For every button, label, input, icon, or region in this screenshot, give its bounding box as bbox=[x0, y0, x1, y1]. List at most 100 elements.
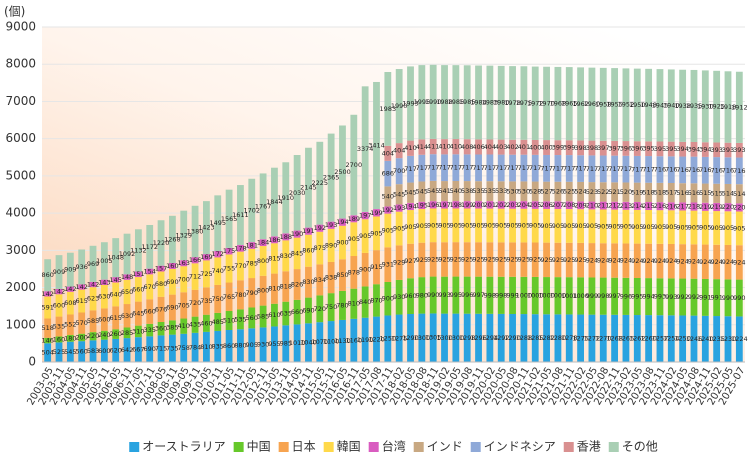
value-label: 519 bbox=[631, 188, 643, 196]
bar-segment bbox=[486, 201, 494, 209]
bar-segment bbox=[679, 278, 687, 316]
bar-segment bbox=[520, 208, 528, 243]
bar-segment bbox=[339, 125, 346, 219]
value-label: 630 bbox=[98, 293, 110, 301]
bar-segment bbox=[78, 312, 86, 334]
bar-segment bbox=[316, 224, 324, 232]
value-label: 716 bbox=[710, 166, 722, 174]
bar-segment bbox=[123, 327, 131, 339]
value-label: 905 bbox=[540, 222, 552, 230]
value-label: 905 bbox=[642, 223, 654, 231]
bar-segment bbox=[509, 66, 516, 140]
y-tick-label: 3000 bbox=[5, 243, 36, 257]
value-label: 717 bbox=[642, 165, 654, 173]
bar-segment bbox=[89, 245, 97, 282]
bar-segment bbox=[667, 210, 675, 244]
bar-segment bbox=[486, 208, 494, 243]
bar-segment bbox=[622, 209, 630, 244]
value-label: 1272 bbox=[584, 334, 601, 342]
value-label: 900 bbox=[336, 239, 348, 247]
value-label: 660 bbox=[144, 308, 156, 316]
value-label: 142 bbox=[64, 285, 76, 293]
bar-segment bbox=[520, 154, 528, 182]
value-label: 878 bbox=[348, 268, 360, 276]
bar-segment bbox=[656, 243, 664, 279]
value-label: 845 bbox=[291, 249, 303, 257]
bar-segment bbox=[486, 139, 494, 155]
bar-segment bbox=[611, 182, 619, 202]
value-label: 717 bbox=[552, 164, 564, 172]
bar-segment bbox=[112, 238, 120, 278]
bar-segment bbox=[690, 315, 698, 362]
value-label: 212 bbox=[608, 202, 620, 210]
value-label: 915 bbox=[370, 263, 382, 271]
bar-segment bbox=[271, 167, 278, 237]
value-label: 620 bbox=[109, 346, 121, 354]
bar-segment bbox=[475, 242, 482, 277]
bar-segment bbox=[237, 329, 244, 362]
bar-segment bbox=[543, 201, 550, 209]
value-label: 985 bbox=[280, 340, 292, 348]
value-label: 360 bbox=[155, 325, 167, 333]
value-label: 717 bbox=[472, 164, 484, 172]
value-label: 146 bbox=[41, 337, 53, 345]
bar-segment bbox=[66, 291, 74, 315]
bar-segment bbox=[463, 276, 471, 314]
bar-segment bbox=[463, 313, 471, 362]
value-label: 191 bbox=[302, 227, 314, 235]
bar-segment bbox=[373, 81, 380, 210]
bar-segment bbox=[622, 243, 630, 278]
bar-segment bbox=[89, 340, 97, 362]
bar-segment bbox=[588, 314, 596, 362]
bar-segment bbox=[554, 277, 562, 315]
bar-segment bbox=[429, 201, 437, 209]
value-label: 1380 bbox=[187, 227, 204, 235]
y-axis-label: (個) bbox=[4, 5, 25, 19]
value-label: 790 bbox=[246, 289, 258, 297]
value-label: 717 bbox=[574, 165, 586, 173]
value-label: 716 bbox=[733, 167, 745, 175]
bar-segment bbox=[384, 72, 392, 146]
y-tick-label: 2000 bbox=[5, 280, 36, 294]
value-label: 838 bbox=[325, 274, 337, 282]
bar-segment bbox=[463, 139, 471, 155]
bar-segment bbox=[667, 156, 675, 183]
bar-segment bbox=[656, 278, 664, 316]
bar-segment bbox=[66, 252, 74, 287]
bar-segment bbox=[588, 277, 596, 315]
bar-segment bbox=[645, 315, 653, 362]
value-label: 716 bbox=[676, 166, 688, 174]
bar-segment bbox=[463, 65, 471, 140]
bar-segment bbox=[713, 279, 721, 317]
bar-segment bbox=[305, 234, 312, 267]
bar-segment bbox=[599, 277, 607, 315]
bar-segment bbox=[203, 254, 210, 261]
bar-segment bbox=[441, 242, 448, 277]
bar-segment bbox=[78, 333, 86, 342]
value-label: 992 bbox=[676, 293, 688, 301]
value-label: 406 bbox=[472, 143, 484, 151]
value-label: 1298 bbox=[459, 334, 476, 342]
value-label: 905 bbox=[484, 221, 496, 229]
value-label: 717 bbox=[484, 164, 496, 172]
value-label: 720 bbox=[314, 305, 326, 313]
bar-segment bbox=[407, 210, 414, 244]
value-label: 690 bbox=[144, 345, 156, 353]
bar-segment bbox=[180, 260, 188, 267]
bar-segment bbox=[418, 209, 426, 243]
value-label: 193 bbox=[393, 204, 405, 212]
value-label: 610 bbox=[268, 311, 280, 319]
value-label: 717 bbox=[518, 164, 530, 172]
bar-segment bbox=[475, 201, 482, 209]
bar-segment bbox=[305, 323, 312, 362]
value-label: 1294 bbox=[482, 334, 499, 342]
bar-segment bbox=[395, 279, 403, 315]
value-label: 1950 bbox=[629, 101, 646, 109]
bar-segment bbox=[203, 201, 210, 255]
bar-segment bbox=[588, 140, 596, 156]
value-label: 715 bbox=[155, 345, 167, 353]
bar-segment bbox=[463, 242, 471, 277]
value-label: 1246 bbox=[686, 335, 703, 343]
bar-segment bbox=[100, 308, 108, 331]
bar-segment bbox=[316, 141, 324, 225]
